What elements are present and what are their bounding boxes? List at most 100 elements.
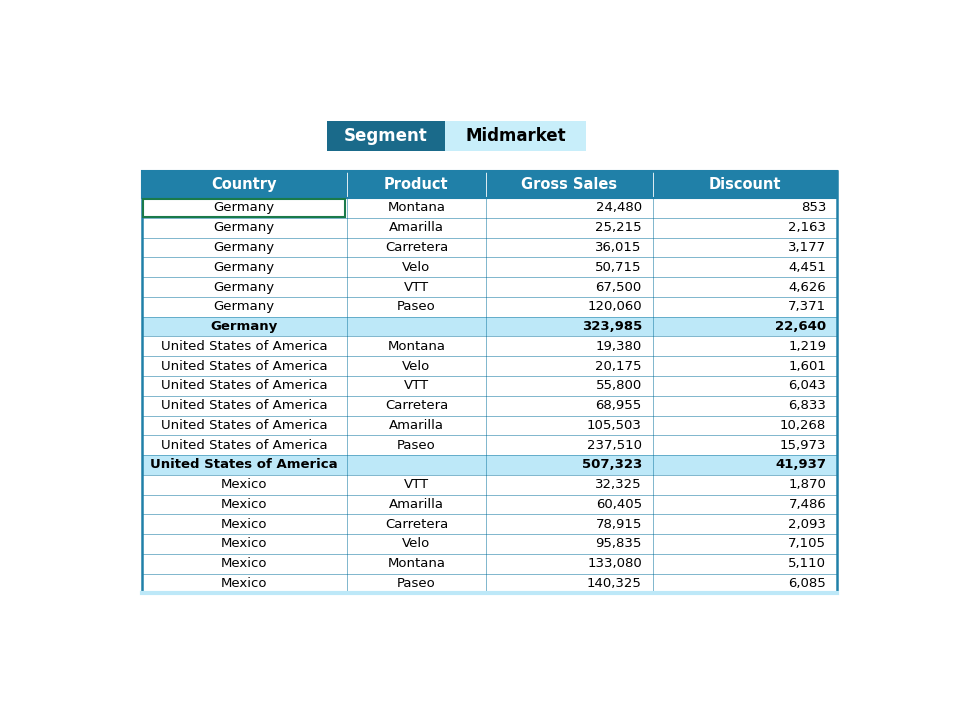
Bar xyxy=(347,170,486,198)
Text: 60,405: 60,405 xyxy=(596,498,642,511)
Text: VTT: VTT xyxy=(404,379,429,392)
Text: Amarilla: Amarilla xyxy=(389,498,444,511)
Text: 1,870: 1,870 xyxy=(788,478,826,491)
Text: 22,640: 22,640 xyxy=(775,320,826,333)
Text: 6,043: 6,043 xyxy=(789,379,826,392)
Text: Germany: Germany xyxy=(214,280,275,294)
Text: 323,985: 323,985 xyxy=(582,320,642,333)
Text: 19,380: 19,380 xyxy=(596,340,642,353)
Text: 4,626: 4,626 xyxy=(789,280,826,294)
Bar xyxy=(141,170,838,593)
Text: VTT: VTT xyxy=(404,478,429,491)
Text: Discount: Discount xyxy=(709,177,781,192)
Bar xyxy=(141,534,838,554)
Text: Segment: Segment xyxy=(344,128,428,145)
Bar xyxy=(141,277,838,297)
Text: United States of America: United States of America xyxy=(150,458,338,471)
Bar xyxy=(141,297,838,317)
Bar xyxy=(141,574,838,593)
Text: Country: Country xyxy=(211,177,277,192)
Text: Gross Sales: Gross Sales xyxy=(521,177,618,192)
Bar xyxy=(143,199,346,217)
Text: Mexico: Mexico xyxy=(221,538,267,550)
Text: 50,715: 50,715 xyxy=(595,261,642,274)
Text: 6,833: 6,833 xyxy=(788,399,826,412)
Text: United States of America: United States of America xyxy=(160,438,328,451)
Bar xyxy=(141,396,838,416)
Text: 15,973: 15,973 xyxy=(779,438,826,451)
Text: 95,835: 95,835 xyxy=(596,538,642,550)
Text: Montana: Montana xyxy=(388,558,445,570)
Text: 7,105: 7,105 xyxy=(788,538,826,550)
Text: 25,215: 25,215 xyxy=(595,221,642,235)
Text: Germany: Germany xyxy=(210,320,278,333)
Text: VTT: VTT xyxy=(404,280,429,294)
Bar xyxy=(141,455,838,475)
Text: Montana: Montana xyxy=(388,340,445,353)
Text: 68,955: 68,955 xyxy=(596,399,642,412)
Bar xyxy=(327,121,445,151)
Text: 20,175: 20,175 xyxy=(595,359,642,373)
Bar xyxy=(141,435,838,455)
Bar xyxy=(141,218,838,237)
Text: 2,093: 2,093 xyxy=(788,518,826,530)
Bar xyxy=(141,495,838,514)
Text: Velo: Velo xyxy=(402,359,431,373)
Text: Midmarket: Midmarket xyxy=(465,128,565,145)
Bar xyxy=(141,416,838,435)
Text: 140,325: 140,325 xyxy=(587,577,642,590)
Bar xyxy=(141,475,838,495)
Bar xyxy=(141,317,838,337)
Text: 67,500: 67,500 xyxy=(596,280,642,294)
Text: 36,015: 36,015 xyxy=(596,241,642,254)
Bar xyxy=(445,121,585,151)
Text: 105,503: 105,503 xyxy=(587,419,642,432)
Bar xyxy=(486,170,653,198)
Text: 237,510: 237,510 xyxy=(586,438,642,451)
Text: Mexico: Mexico xyxy=(221,498,267,511)
Bar xyxy=(141,257,838,277)
Text: Germany: Germany xyxy=(214,261,275,274)
Text: United States of America: United States of America xyxy=(160,419,328,432)
Bar xyxy=(141,376,838,396)
Text: 2,163: 2,163 xyxy=(788,221,826,235)
Text: Carretera: Carretera xyxy=(385,241,448,254)
Bar xyxy=(141,170,838,198)
Bar xyxy=(141,554,838,574)
Text: Mexico: Mexico xyxy=(221,577,267,590)
Text: 853: 853 xyxy=(801,202,826,215)
Text: 507,323: 507,323 xyxy=(582,458,642,471)
Text: Germany: Germany xyxy=(214,300,275,313)
Text: Germany: Germany xyxy=(214,241,275,254)
Text: 5,110: 5,110 xyxy=(788,558,826,570)
Text: Germany: Germany xyxy=(214,221,275,235)
Text: Amarilla: Amarilla xyxy=(389,221,444,235)
Text: 41,937: 41,937 xyxy=(775,458,826,471)
Text: 10,268: 10,268 xyxy=(780,419,826,432)
Text: 3,177: 3,177 xyxy=(788,241,826,254)
Text: 78,915: 78,915 xyxy=(596,518,642,530)
Text: 4,451: 4,451 xyxy=(788,261,826,274)
Text: Germany: Germany xyxy=(214,202,275,215)
Text: Paseo: Paseo xyxy=(397,438,435,451)
Text: Velo: Velo xyxy=(402,261,431,274)
Text: Velo: Velo xyxy=(402,538,431,550)
Text: 133,080: 133,080 xyxy=(587,558,642,570)
Text: Amarilla: Amarilla xyxy=(389,419,444,432)
Text: 1,219: 1,219 xyxy=(788,340,826,353)
Text: 1,601: 1,601 xyxy=(788,359,826,373)
Text: United States of America: United States of America xyxy=(160,399,328,412)
Bar xyxy=(141,237,838,257)
Text: Carretera: Carretera xyxy=(385,518,448,530)
Text: Paseo: Paseo xyxy=(397,577,435,590)
Text: 6,085: 6,085 xyxy=(789,577,826,590)
Text: Product: Product xyxy=(384,177,449,192)
Text: 7,486: 7,486 xyxy=(789,498,826,511)
Text: Mexico: Mexico xyxy=(221,558,267,570)
Text: Montana: Montana xyxy=(388,202,445,215)
Bar xyxy=(141,514,838,534)
Bar xyxy=(141,198,838,218)
Text: United States of America: United States of America xyxy=(160,379,328,392)
Text: Mexico: Mexico xyxy=(221,478,267,491)
Text: Carretera: Carretera xyxy=(385,399,448,412)
